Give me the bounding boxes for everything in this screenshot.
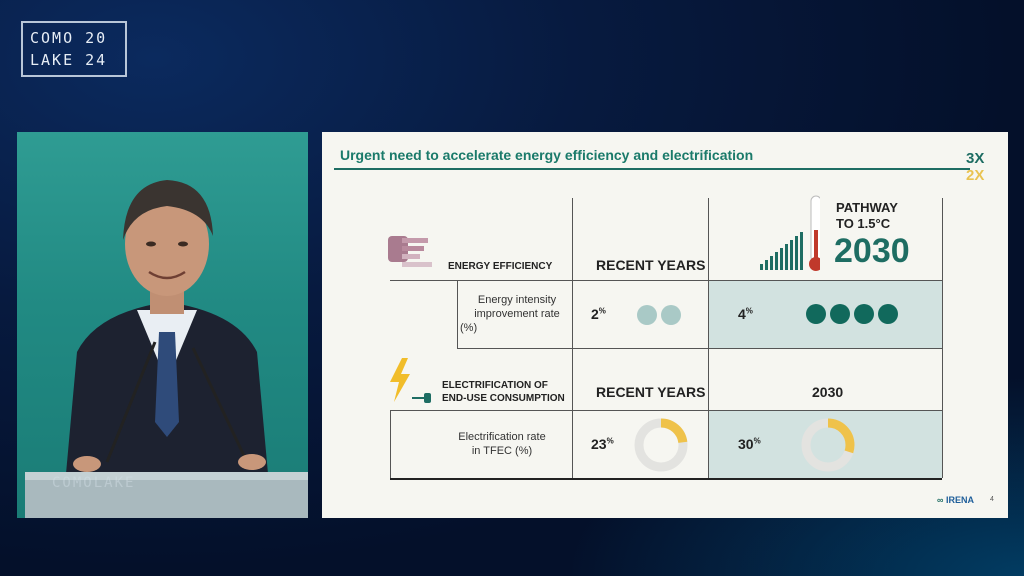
column-header-2030: 2030 <box>812 384 844 400</box>
irena-logo: ∞ IRENA <box>937 495 974 505</box>
grid-line <box>708 198 709 478</box>
electrification-metric-label: Electrification rate in TFEC (%) <box>442 430 562 458</box>
rate-dot <box>637 305 657 325</box>
rate-dot <box>854 304 874 324</box>
metric-line: Electrification rate <box>458 431 546 443</box>
efficiency-recent-value: 2% <box>591 306 606 322</box>
table-bottom-rule <box>390 478 942 480</box>
electrification-recent-value: 23% <box>591 436 614 452</box>
rate-dot <box>661 305 681 325</box>
speaker-illustration <box>25 180 308 518</box>
grid-line <box>390 280 942 281</box>
pathway-label-line1: PATHWAY <box>836 200 898 215</box>
efficiency-target-value: 4% <box>738 306 753 322</box>
grid-line <box>457 348 942 349</box>
electrification-target-donut <box>801 418 855 472</box>
grid-line <box>572 198 573 478</box>
electrification-label-line2: END-USE CONSUMPTION <box>442 393 565 404</box>
metric-line: Energy intensity <box>477 294 557 306</box>
brand-mark-2x: 2X <box>966 167 985 184</box>
rate-dot <box>878 304 898 324</box>
rate-dot <box>806 304 826 324</box>
pathway-label-line2: TO 1.5°C <box>836 216 891 231</box>
grid-line <box>390 410 391 478</box>
event-logo: COMO 20 LAKE 24 <box>21 21 127 77</box>
electrification-recent-donut <box>634 418 688 472</box>
event-logo-line1: COMO 20 <box>30 29 108 47</box>
presentation-slide: Urgent need to accelerate energy efficie… <box>322 132 1008 518</box>
energy-efficiency-label: ENERGY EFFICIENCY <box>448 261 553 272</box>
brand-mark-3x: 3X <box>966 150 985 167</box>
donut-fill <box>634 418 688 472</box>
energy-efficiency-icon <box>388 236 432 267</box>
electrification-label-line1: ELECTRIFICATION OF <box>442 380 548 391</box>
electrification-target-value: 30% <box>738 436 761 452</box>
speaker-video: COMOLAKE <box>17 132 308 518</box>
grid-line <box>390 410 942 411</box>
efficiency-metric-label: Energy intensity improvement rate (%) <box>452 293 582 335</box>
grid-line <box>942 198 943 478</box>
thermometer-bars-icon <box>760 195 820 271</box>
metric-line: improvement rate <box>474 308 560 320</box>
event-logo-line2: LAKE 24 <box>30 51 108 69</box>
pathway-year: 2030 <box>834 232 910 270</box>
column-header-recent-years-2: RECENT YEARS <box>596 384 706 400</box>
title-divider <box>334 168 970 170</box>
column-header-recent-years: RECENT YEARS <box>596 257 706 273</box>
slide-title: Urgent need to accelerate energy efficie… <box>340 147 754 163</box>
electrification-label: ELECTRIFICATION OF END-USE CONSUMPTION <box>442 379 565 405</box>
irena-logo-icon: ∞ <box>937 495 944 505</box>
donut-fill <box>801 418 855 472</box>
grid-line <box>457 280 458 348</box>
rate-dot <box>830 304 850 324</box>
lightning-plug-icon <box>390 358 431 403</box>
metric-line: (%) <box>460 322 478 334</box>
page-number: 4 <box>990 496 994 503</box>
podium-sign: COMOLAKE <box>52 475 136 491</box>
irena-logo-text: IRENA <box>945 495 974 505</box>
metric-line: in TFEC (%) <box>471 445 533 457</box>
